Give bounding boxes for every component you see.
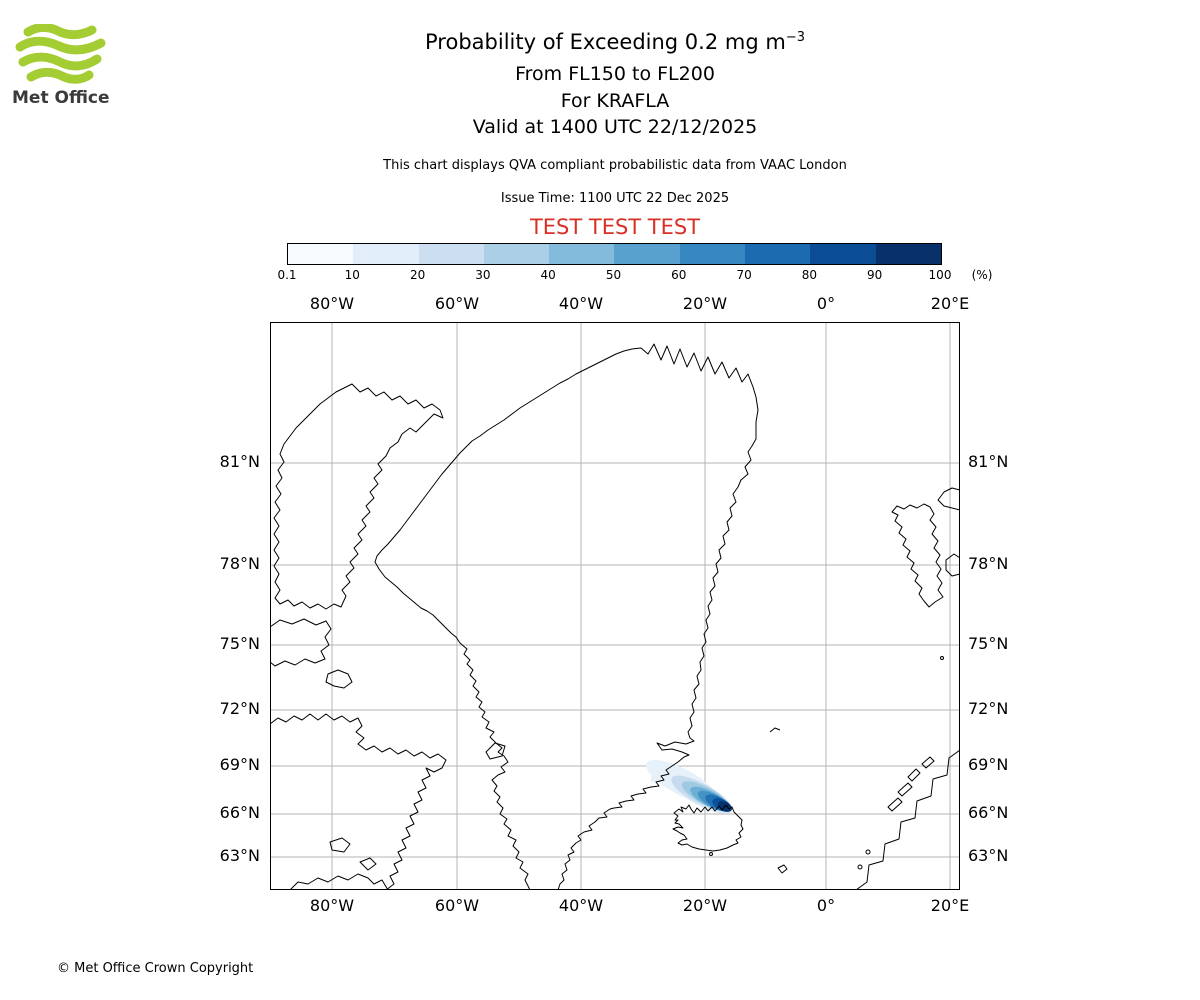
test-banner: TEST TEST TEST <box>529 215 701 239</box>
lat-label-right: 63°N <box>968 846 1009 865</box>
map-border <box>270 322 960 890</box>
coastline-ellesmere <box>273 383 444 610</box>
lat-label-right: 66°N <box>968 803 1009 822</box>
coastline-edgeoya <box>945 553 960 577</box>
lat-label-right: 78°N <box>968 554 1009 573</box>
lon-label-bottom: 20°W <box>682 896 728 915</box>
map-canvas <box>270 322 960 890</box>
coastline-devon <box>270 618 332 667</box>
colorbar-segment <box>418 244 484 264</box>
island-small-1 <box>329 837 351 853</box>
chart-title: Probability of Exceeding 0.2 mg m−3 <box>270 30 960 54</box>
coastlines <box>270 343 960 890</box>
coastline-nordaustlandet <box>937 487 960 511</box>
colorbar-segment <box>614 244 680 264</box>
lon-label-top: 40°W <box>558 294 604 313</box>
coastline-bylot <box>325 669 353 689</box>
colorbar-segment <box>483 244 550 264</box>
colorbar-tick-label: 0.1 <box>277 268 297 282</box>
island-westman <box>709 852 713 856</box>
lat-label-right: 75°N <box>968 634 1009 653</box>
coastline-iceland <box>672 804 744 852</box>
logo-waves-icon <box>15 24 106 84</box>
colorbar-segment <box>353 244 419 264</box>
colorbar-tick-label: 100 <box>928 268 952 282</box>
island-lofoten-2 <box>897 782 913 797</box>
lon-label-bottom: 20°E <box>930 896 970 915</box>
colorbar-segment <box>745 244 811 264</box>
colorbar-tick-label: 30 <box>475 268 491 282</box>
coastline-disko-island <box>485 742 506 760</box>
colorbar-tick-label: 20 <box>409 268 426 282</box>
map-gridlines <box>270 322 960 890</box>
lon-label-top: 60°W <box>434 294 480 313</box>
island-norway-coast-2 <box>857 864 863 870</box>
colorbar-tick-label: 80 <box>801 268 818 282</box>
lat-label-right: 81°N <box>968 452 1009 471</box>
colorbar-tick-label: 10 <box>344 268 360 282</box>
coastline-baffin <box>270 713 447 890</box>
lat-label-left: 63°N <box>219 846 260 865</box>
qva-description: This chart displays QVA compliant probab… <box>383 158 847 173</box>
lat-label-left: 75°N <box>219 634 260 653</box>
colorbar-segment <box>875 244 941 264</box>
lon-label-top: 20°E <box>930 294 970 313</box>
subtitle-flight-levels: From FL150 to FL200 <box>515 63 715 85</box>
colorbar <box>287 243 942 265</box>
lat-label-right: 72°N <box>968 699 1009 718</box>
colorbar-segment <box>679 244 746 264</box>
logo-wordmark: Met Office <box>12 88 110 108</box>
colorbar-segment <box>549 244 615 264</box>
lon-label-bottom: 0° <box>816 896 836 915</box>
subtitle-volcano: For KRAFLA <box>560 90 670 112</box>
coastline-spitsbergen <box>891 503 944 608</box>
coastline-quebec <box>289 873 389 890</box>
subtitle-valid-time: Valid at 1400 UTC 22/12/2025 <box>472 116 758 138</box>
island-senja <box>921 756 935 769</box>
copyright: © Met Office Crown Copyright <box>57 961 254 976</box>
lon-label-bottom: 80°W <box>309 896 355 915</box>
met-office-logo: Met Office <box>12 24 122 108</box>
chart-title-sup: −3 <box>785 30 805 45</box>
lon-label-top: 0° <box>816 294 836 313</box>
island-faroe <box>777 864 788 874</box>
colorbar-tick-label: 60 <box>671 268 687 282</box>
lat-label-left: 69°N <box>219 755 260 774</box>
chart-title-text: Probability of Exceeding 0.2 mg m <box>425 30 786 54</box>
island-jan-mayen <box>769 727 781 733</box>
coastline-norway <box>855 749 960 890</box>
island-norway-coast-1 <box>865 849 871 855</box>
lat-label-left: 81°N <box>219 452 260 471</box>
colorbar-segment <box>288 244 354 264</box>
issue-time: Issue Time: 1100 UTC 22 Dec 2025 <box>500 191 730 206</box>
island-bear <box>940 656 944 660</box>
lon-label-top: 20°W <box>682 294 728 313</box>
lat-label-left: 78°N <box>219 554 260 573</box>
colorbar-segment <box>810 244 876 264</box>
colorbar-tick-label: 50 <box>605 268 622 282</box>
coastline-greenland <box>374 343 759 890</box>
lon-label-bottom: 60°W <box>434 896 480 915</box>
island-lofoten-1 <box>887 797 903 812</box>
lon-label-bottom: 40°W <box>558 896 604 915</box>
lat-label-left: 72°N <box>219 699 260 718</box>
map-svg <box>270 322 960 890</box>
colorbar-tick-label: 70 <box>736 268 752 282</box>
lon-label-top: 80°W <box>309 294 355 313</box>
colorbar-unit: (%) <box>971 268 993 282</box>
colorbar-tick-label: 90 <box>867 268 883 282</box>
lat-label-right: 69°N <box>968 755 1009 774</box>
island-small-2 <box>359 857 377 871</box>
colorbar-tick-label: 40 <box>540 268 556 282</box>
island-lofoten-3 <box>907 768 921 782</box>
lat-label-left: 66°N <box>219 803 260 822</box>
